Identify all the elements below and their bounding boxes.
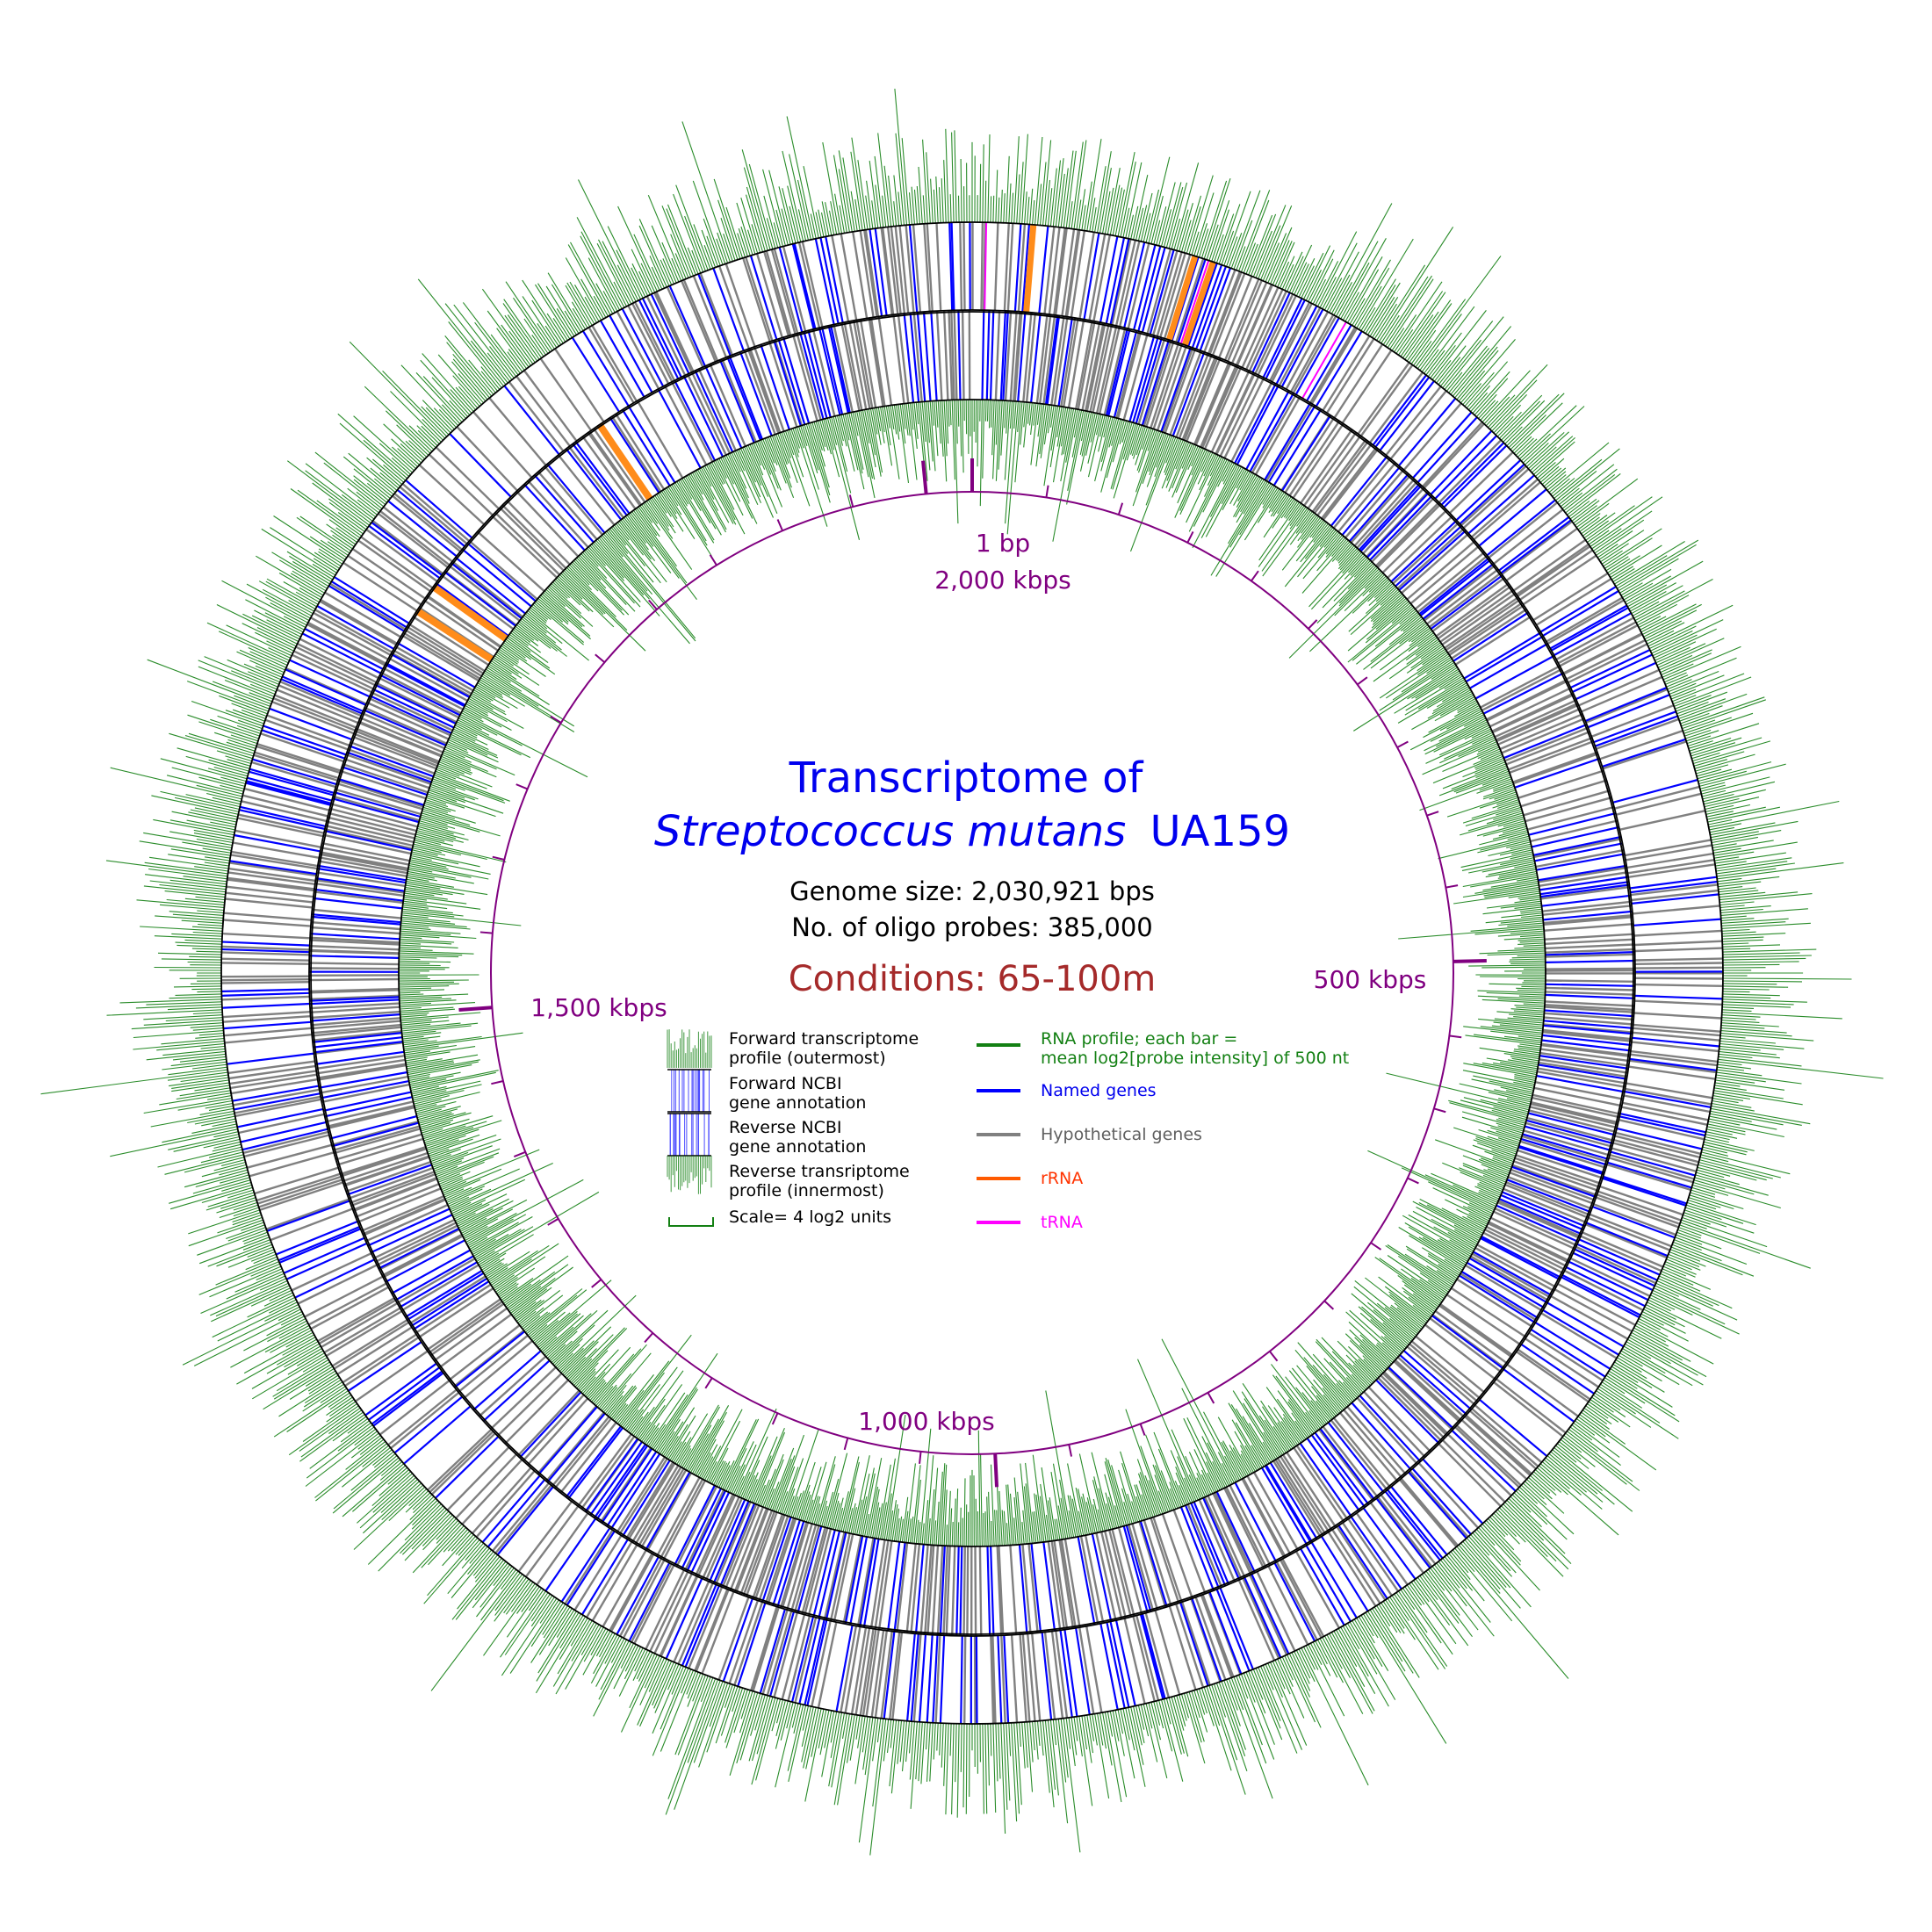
scale-minor-tick <box>550 715 562 724</box>
forward-gene-annotation-ring <box>220 221 1724 1725</box>
rrna-reverse <box>431 583 508 642</box>
scale-minor-tick <box>1323 1300 1335 1310</box>
scale-minor-tick <box>1433 1107 1446 1114</box>
scale-minor-tick <box>1251 570 1259 582</box>
legend-forward-profile-glyph <box>667 1029 712 1068</box>
scale-minor-tick <box>1407 1177 1419 1185</box>
reverse-genes-hypothetical <box>308 309 1636 1637</box>
organism-name: Streptococcus mutans <box>654 807 1126 856</box>
trna-forward <box>1301 321 1347 399</box>
scale-label-500kbps: 500 kbps <box>1314 965 1427 994</box>
scale-minor-tick <box>491 1080 504 1085</box>
scale-minor-tick <box>1068 1444 1073 1457</box>
scale-minor-tick <box>479 931 493 934</box>
legend-right: RNA profile; each bar = mean log2[probe … <box>977 1029 1349 1232</box>
scale-minor-tick <box>1370 1242 1382 1251</box>
ring-border-2 <box>310 311 1634 1635</box>
scale-minor-tick <box>1445 884 1459 889</box>
scale-minor-tick <box>1207 1392 1215 1404</box>
trna-forward <box>984 222 988 311</box>
scale-minor-tick <box>1357 676 1368 686</box>
legend-forward-gene-glyph <box>667 1069 711 1113</box>
scale-label-1500kbps: 1,500 kbps <box>530 993 667 1022</box>
reverse-transcriptome-profile-ring <box>398 399 1546 1547</box>
scale-major-tick <box>1453 958 1487 963</box>
trna-forward <box>1179 260 1210 344</box>
reverse-profile-bars <box>398 399 1546 1547</box>
legend-left-item-3: Reverse NCBI gene annotation <box>729 1118 866 1157</box>
scale-minor-tick <box>704 1377 713 1389</box>
legend-profile-bars <box>667 1156 712 1194</box>
legend-rrna-label: rRNA <box>1041 1169 1083 1188</box>
scale-minor-tick <box>1396 740 1409 748</box>
conditions: Conditions: 65-100m <box>789 959 1157 999</box>
strain-name: UA159 <box>1150 807 1290 856</box>
scale-minor-tick <box>919 1451 922 1464</box>
legend-reverse-gene-glyph <box>667 1113 711 1157</box>
scale-major-tick <box>921 460 928 494</box>
ring-border-3 <box>398 399 1546 1547</box>
scale-minor-tick <box>1186 530 1194 544</box>
legend-gene-lines <box>669 1114 710 1156</box>
scale-minor-tick <box>771 1412 779 1425</box>
scale-minor-tick <box>1449 1034 1462 1039</box>
scale-major-tick <box>993 1453 999 1488</box>
scale-minor-tick <box>709 554 717 566</box>
legend-left-item-5: Scale= 4 log2 units <box>729 1208 891 1227</box>
scale-minor-tick <box>591 1279 602 1288</box>
rrna-forward <box>1181 261 1216 347</box>
probe-count: No. of oligo probes: 385,000 <box>791 912 1152 942</box>
legend-scale-bar <box>668 1217 714 1227</box>
title-line-2: Streptococcus mutans UA159 <box>654 807 1290 856</box>
genome-size: Genome size: 2,030,921 bps <box>789 876 1155 906</box>
ring-border-1 <box>308 309 1636 1637</box>
forward-genes-named <box>221 221 1724 1725</box>
legend-rna-profile-label: RNA profile; each bar = mean log2[probe … <box>1041 1029 1349 1068</box>
legend-left: Forward transcriptome profile (outermost… <box>667 1029 924 1227</box>
legend-profile-bars <box>667 1029 712 1068</box>
rrna-reverse <box>596 422 653 501</box>
legend-gene-lines <box>671 1070 710 1112</box>
genome-scale-ring <box>458 458 1487 1488</box>
scale-label-1bp: 1 bp <box>976 529 1030 558</box>
forward-profile-bars <box>40 89 1884 1856</box>
scale-minor-tick <box>648 599 658 610</box>
scale-major-tick <box>458 1006 493 1013</box>
scale-minor-tick <box>515 783 529 790</box>
legend-left-item-1: Forward transcriptome profile (outermost… <box>729 1029 924 1068</box>
scale-minor-tick <box>776 519 783 531</box>
rrna-reverse <box>415 608 494 663</box>
scale-minor-tick <box>1139 1424 1146 1436</box>
reverse-gene-annotation-ring <box>308 309 1636 1637</box>
scale-minor-tick <box>1426 811 1439 817</box>
forward-transcriptome-profile-ring <box>40 89 1884 1856</box>
scale-minor-tick <box>1269 1351 1279 1362</box>
scale-minor-tick <box>492 855 505 861</box>
legend-left-item-4: Reverse transriptome profile (innermost) <box>729 1162 915 1200</box>
scale-minor-tick <box>547 1217 559 1226</box>
rrna-forward <box>1165 255 1199 342</box>
scale-minor-tick <box>595 653 606 664</box>
rrna-forward <box>1023 224 1037 313</box>
legend-trna-label: tRNA <box>1041 1213 1083 1232</box>
scale-minor-tick <box>848 494 854 508</box>
ring-borders <box>220 221 1724 1725</box>
scale-minor-tick <box>843 1438 849 1451</box>
forward-genes-hypothetical <box>220 222 1724 1725</box>
scale-minor-tick <box>1308 619 1318 630</box>
legend-hypothetical-genes-label: Hypothetical genes <box>1041 1125 1202 1144</box>
legend-left-item-2: Forward NCBI gene annotation <box>729 1074 866 1113</box>
scale-label-2000kbps: 2,000 kbps <box>934 566 1071 595</box>
scale-label-1000kbps: 1,000 kbps <box>858 1407 994 1436</box>
scale-minor-tick <box>513 1150 526 1157</box>
scale-minor-tick <box>1117 502 1124 515</box>
legend-named-genes-label: Named genes <box>1041 1081 1157 1100</box>
scale-minor-tick <box>644 1332 654 1344</box>
legend-reverse-profile-glyph <box>667 1156 712 1194</box>
scale-minor-tick <box>1045 485 1049 498</box>
ring-border-0 <box>220 221 1724 1725</box>
title-line-1: Transcriptome of <box>789 753 1144 803</box>
